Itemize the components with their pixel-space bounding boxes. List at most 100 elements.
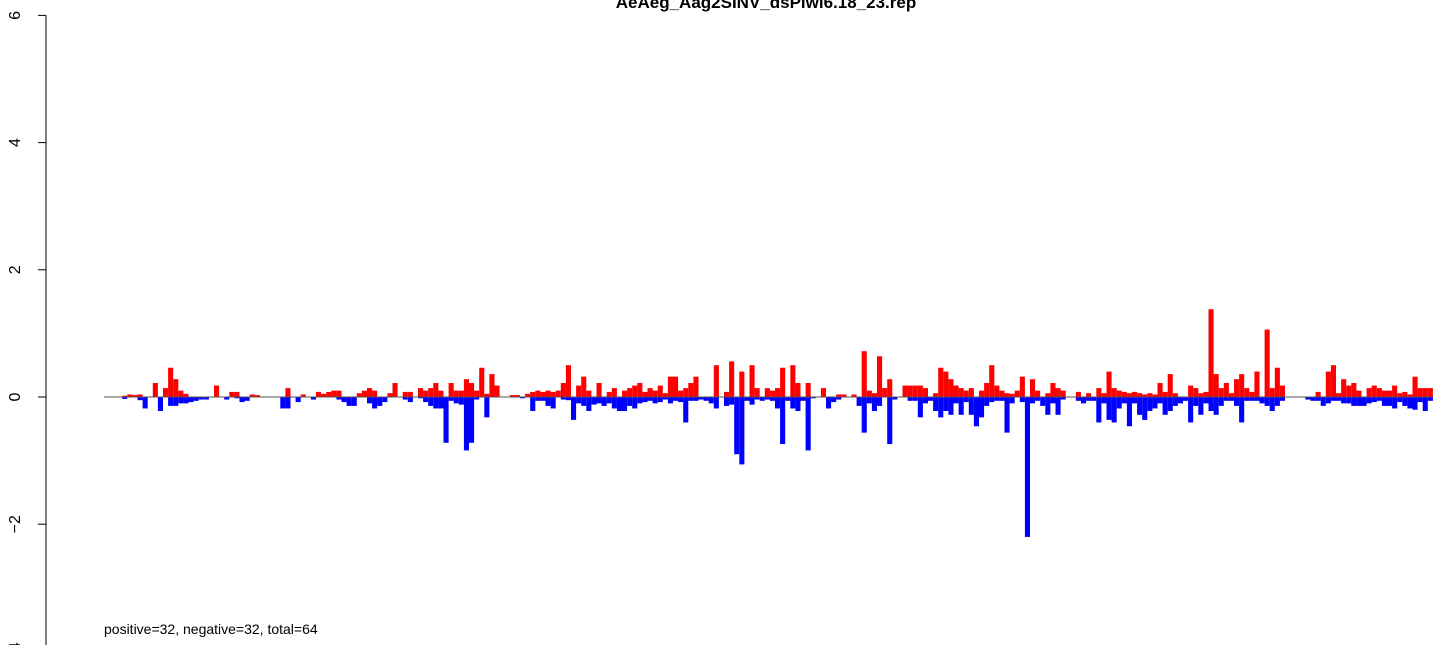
- negative-bar: [382, 397, 388, 403]
- negative-bar: [1040, 397, 1046, 406]
- negative-bar: [285, 397, 291, 409]
- positive-bar: [790, 365, 796, 397]
- positive-bar: [667, 376, 673, 397]
- negative-bar: [642, 397, 648, 403]
- positive-bar: [943, 371, 949, 397]
- negative-bar: [484, 397, 490, 418]
- positive-bar: [1030, 379, 1036, 397]
- negative-bar: [310, 397, 316, 400]
- positive-bar: [979, 390, 985, 397]
- positive-bar: [1193, 388, 1199, 397]
- negative-bar: [341, 397, 347, 403]
- negative-bar: [586, 397, 592, 411]
- negative-bar: [785, 397, 791, 401]
- positive-bar: [152, 383, 158, 397]
- negative-bar: [1274, 397, 1280, 406]
- positive-bar: [1239, 374, 1245, 397]
- positive-bar: [647, 388, 653, 397]
- negative-bar: [1305, 397, 1311, 400]
- negative-bar: [1397, 397, 1403, 403]
- positive-bar: [463, 379, 469, 397]
- positive-bar: [1387, 390, 1393, 397]
- negative-bar: [418, 397, 424, 399]
- negative-bar: [1116, 397, 1122, 409]
- negative-bar: [1239, 397, 1245, 423]
- negative-bar: [973, 397, 979, 427]
- positive-bar: [1137, 393, 1143, 397]
- positive-bar: [1346, 385, 1352, 397]
- positive-bar: [469, 383, 475, 397]
- positive-bar: [1035, 390, 1041, 397]
- positive-bar: [769, 390, 775, 397]
- negative-bar: [1162, 397, 1168, 415]
- positive-bar: [229, 391, 235, 397]
- positive-bar: [458, 390, 464, 397]
- positive-bar: [300, 394, 306, 397]
- negative-bar: [938, 397, 944, 418]
- positive-bar: [902, 385, 908, 397]
- negative-bar: [295, 397, 301, 403]
- negative-bar: [596, 397, 602, 404]
- negative-bar: [224, 397, 230, 400]
- negative-bar: [739, 397, 745, 465]
- negative-bar: [1126, 397, 1132, 427]
- negative-bar: [1009, 397, 1015, 404]
- positive-bar: [887, 379, 893, 397]
- positive-bar: [917, 385, 923, 397]
- positive-bar: [1167, 374, 1173, 397]
- positive-bar: [1213, 374, 1219, 397]
- positive-bar: [1086, 393, 1092, 397]
- positive-bar: [596, 383, 602, 397]
- negative-bar: [576, 397, 582, 404]
- negative-bar: [922, 397, 928, 404]
- positive-bar: [336, 390, 342, 397]
- negative-bar: [1167, 397, 1173, 411]
- positive-bar: [851, 394, 857, 397]
- negative-bar: [1244, 397, 1250, 401]
- positive-bar: [933, 393, 939, 397]
- negative-bar: [1417, 397, 1423, 403]
- negative-bar: [173, 397, 179, 406]
- positive-bar: [1188, 385, 1194, 397]
- positive-bar: [841, 394, 847, 397]
- negative-bar: [423, 397, 429, 403]
- negative-bar: [1198, 397, 1204, 415]
- negative-bar: [933, 397, 939, 411]
- positive-bar: [122, 395, 128, 397]
- negative-bar: [958, 397, 964, 415]
- positive-bar: [861, 351, 867, 397]
- positive-bar: [453, 390, 459, 397]
- positive-bar: [1341, 379, 1347, 397]
- positive-bar: [163, 388, 169, 397]
- positive-bar: [361, 390, 367, 397]
- positive-bar: [586, 390, 592, 397]
- positive-bar: [1147, 393, 1153, 397]
- positive-bar: [1009, 393, 1015, 397]
- negative-bar: [1407, 397, 1413, 409]
- positive-bar: [1101, 393, 1107, 397]
- negative-bar: [871, 397, 877, 411]
- positive-bar: [724, 391, 730, 397]
- negative-bar: [1004, 397, 1010, 433]
- positive-bar: [234, 391, 240, 397]
- negative-bar: [601, 397, 607, 406]
- negative-bar: [984, 397, 990, 406]
- negative-bar: [1234, 397, 1240, 406]
- negative-bar: [892, 397, 898, 400]
- y-tick-label: 6: [7, 11, 24, 20]
- negative-bar: [1075, 397, 1081, 401]
- positive-bar: [1356, 390, 1362, 397]
- positive-bar: [214, 385, 220, 397]
- negative-bar: [1035, 397, 1041, 401]
- negative-bar: [1361, 397, 1367, 406]
- positive-bar: [178, 390, 184, 397]
- positive-bar: [525, 393, 531, 397]
- positive-bar: [489, 374, 495, 397]
- negative-bar: [1356, 397, 1362, 406]
- positive-bar: [693, 376, 699, 397]
- positive-bar: [367, 388, 373, 397]
- positive-bar: [1157, 383, 1163, 397]
- y-tick-label: 0: [7, 392, 24, 401]
- negative-bar: [943, 397, 949, 411]
- negative-bar: [994, 397, 1000, 401]
